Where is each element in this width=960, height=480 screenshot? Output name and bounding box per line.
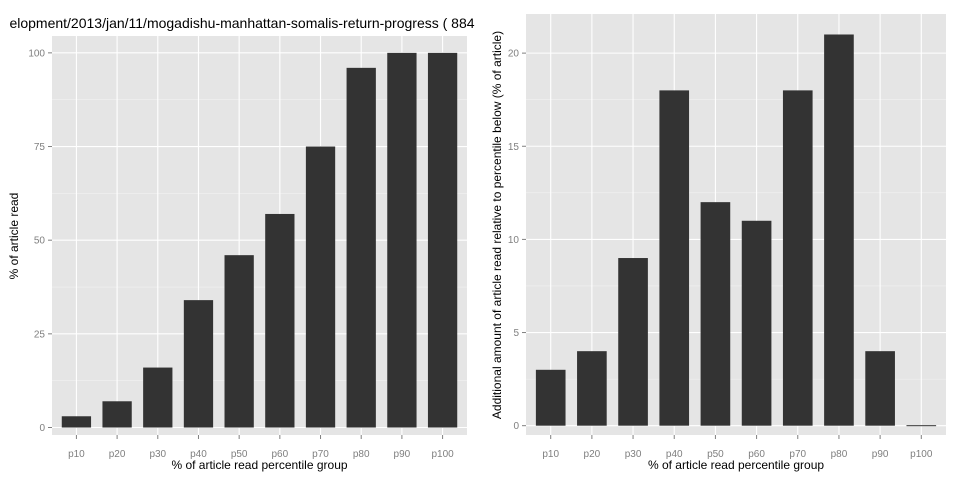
bar-p80 [346,67,376,428]
bar-p70 [782,90,813,426]
x-tick-label: p100 [910,449,933,460]
plot-title-left: elopment/2013/jan/11/mogadishu-manhattan… [9,15,474,31]
x-tick-label: p70 [789,449,806,460]
bar-p90 [865,351,895,426]
x-tick-label: p40 [666,449,683,460]
y-axis-title: % of article read [7,193,21,280]
x-tick-label: p20 [109,449,126,460]
y-tick-label: 5 [513,328,519,339]
bar-p60 [265,213,295,428]
bar-p30 [143,367,173,428]
x-tick-label: p10 [68,449,85,460]
y-tick-label: 10 [508,235,520,246]
x-tick-label: p50 [707,449,724,460]
x-tick-label: p100 [431,449,454,460]
bar-p60 [741,220,772,426]
chart-panel-right: 0 5 10 15 20 p10 p20 p30 p40 p50 p60 p70 p80 p90 p100%… [490,14,946,472]
x-axis-title: % of article read percentile group [648,458,824,472]
y-tick-label: 75 [34,142,46,153]
x-tick-label: p60 [271,449,288,460]
bar-p40 [659,90,690,426]
x-tick-label: p80 [353,449,370,460]
x-tick-label: p80 [831,449,848,460]
x-tick-label: p50 [231,449,248,460]
x-tick-label: p30 [625,449,642,460]
y-axis-title: Additional amount of article read relati… [490,31,504,419]
x-tick-label: p90 [394,449,411,460]
bar-p50 [700,202,731,426]
bar-p100 [906,425,937,427]
x-tick-label: p10 [542,449,559,460]
y-tick-label: 15 [508,142,520,153]
y-tick-label: 20 [508,49,520,60]
y-tick-label: 100 [28,48,45,59]
bar-p80 [824,34,854,426]
bar-p10 [535,369,566,426]
bar-p70 [305,146,336,428]
bar-p100 [427,52,458,428]
bar-p30 [618,258,648,426]
x-tick-label: p40 [190,449,207,460]
bar-p20 [102,401,132,428]
chart-panel-left: 0 25 50 75 100 p10 p20 p30 p40 p50 p60 p70 p80 p90 p10… [7,36,467,472]
bar-p20 [577,351,607,426]
bar-p10 [61,416,92,428]
bar-p90 [387,52,417,428]
x-tick-label: p30 [149,449,166,460]
y-tick-label: 25 [34,329,46,340]
bar-p50 [224,255,254,428]
x-axis-title: % of article read percentile group [171,458,347,472]
x-tick-label: p20 [584,449,601,460]
x-tick-label: p70 [312,449,329,460]
y-tick-label: 0 [513,421,519,432]
y-tick-label: 0 [39,423,45,434]
x-tick-label: p90 [872,449,889,460]
bar-p40 [183,300,214,428]
x-tick-label: p60 [748,449,765,460]
y-tick-label: 50 [34,236,46,247]
